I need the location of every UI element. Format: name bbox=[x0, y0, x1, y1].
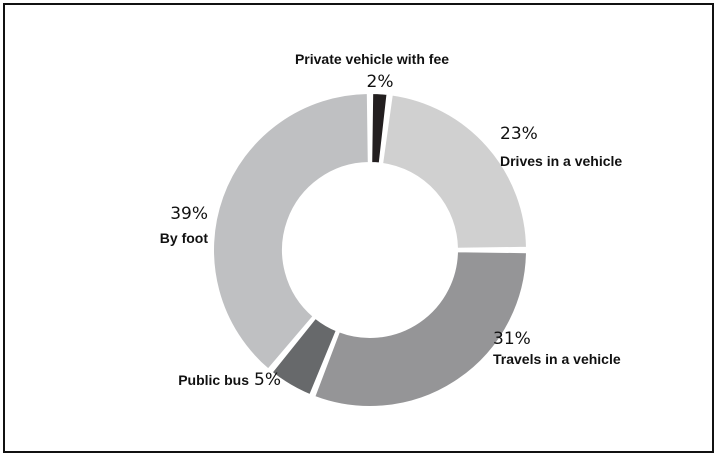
slice-name-drives: Drives in a vehicle bbox=[500, 153, 622, 169]
donut-slice-private-vehicle-with-fee bbox=[370, 92, 389, 165]
slice-name-travels: Travels in a vehicle bbox=[493, 351, 621, 367]
slice-value-drives: 23% bbox=[500, 124, 538, 144]
label-public-bus: Public bus 5% bbox=[178, 370, 281, 390]
slice-name-public-bus: Public bus bbox=[178, 372, 249, 388]
slice-name-by-foot: By foot bbox=[160, 230, 209, 246]
label-private-vehicle: Private vehicle with fee 2% bbox=[295, 51, 449, 92]
slice-name-private-vehicle: Private vehicle with fee bbox=[295, 51, 449, 67]
slice-value-public-bus: 5% bbox=[254, 370, 281, 390]
label-travels: 31% Travels in a vehicle bbox=[493, 329, 621, 367]
slice-value-travels: 31% bbox=[493, 329, 531, 349]
slice-value-by-foot: 39% bbox=[170, 204, 208, 224]
donut-slice-travels-in-a-vehicle bbox=[312, 250, 528, 408]
donut-slices bbox=[212, 92, 528, 408]
donut-slice-drives-in-a-vehicle bbox=[380, 93, 528, 250]
donut-slice-public-bus bbox=[270, 316, 339, 397]
slice-value-private-vehicle: 2% bbox=[367, 72, 394, 92]
donut-slice-by-foot bbox=[212, 92, 370, 371]
label-drives: 23% Drives in a vehicle bbox=[500, 124, 622, 169]
label-by-foot: 39% By foot bbox=[160, 204, 209, 246]
